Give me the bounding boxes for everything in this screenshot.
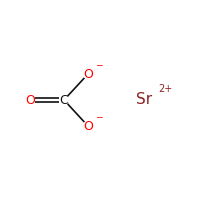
Text: Sr: Sr [136,92,152,108]
Text: O: O [83,119,93,132]
Text: O: O [83,68,93,80]
Text: C: C [60,94,68,106]
Text: −: − [95,60,103,70]
Text: 2+: 2+ [158,84,173,94]
Text: −: − [95,112,103,121]
Text: O: O [25,94,35,106]
